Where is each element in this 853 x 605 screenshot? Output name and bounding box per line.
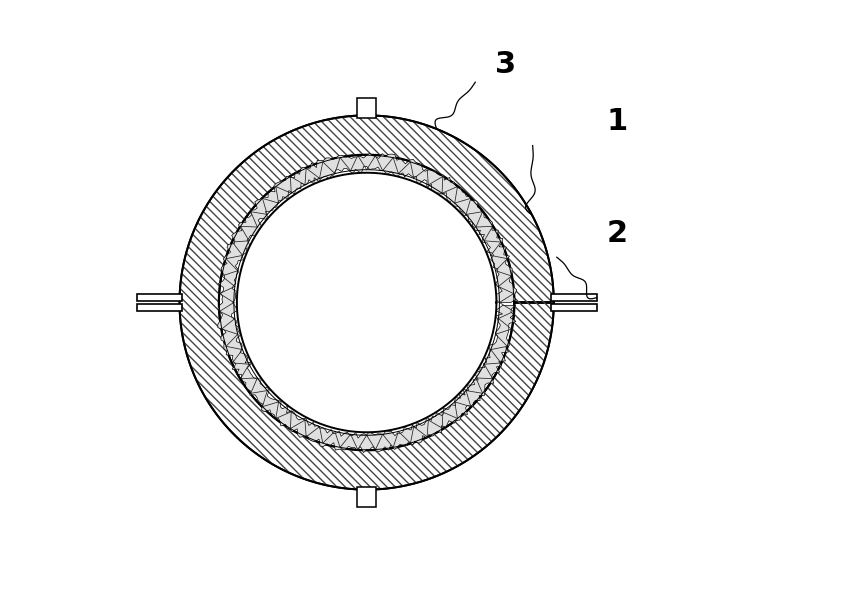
Bar	[357, 487, 376, 506]
Bar	[136, 304, 182, 311]
Bar	[357, 99, 376, 118]
Polygon shape	[218, 154, 516, 453]
Polygon shape	[179, 116, 553, 489]
Text: 1: 1	[606, 107, 627, 136]
Circle shape	[236, 172, 496, 433]
Text: 3: 3	[495, 50, 515, 79]
Bar	[136, 294, 182, 301]
Bar	[551, 304, 596, 311]
Text: 2: 2	[606, 218, 627, 247]
Polygon shape	[218, 155, 514, 450]
Bar	[551, 294, 596, 301]
